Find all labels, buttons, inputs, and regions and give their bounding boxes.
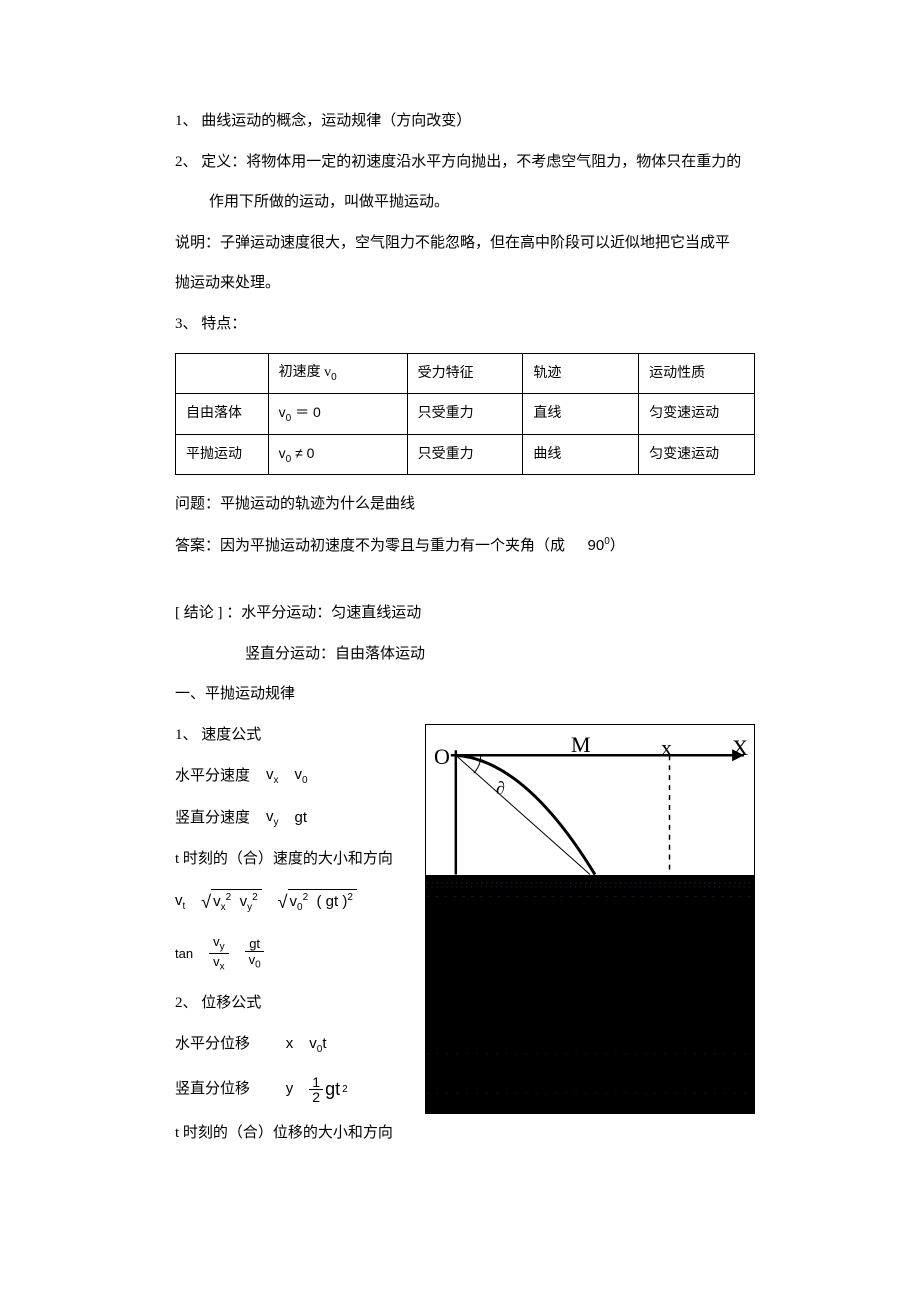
label-X: X [732, 731, 748, 764]
tan-formula: tan vy vx gt v0 [175, 934, 410, 974]
table-header-row: 初速度 v0 受力特征 轨迹 运动性质 [176, 354, 755, 394]
para-5: 3、 特点： [175, 313, 755, 336]
para-1: 1、 曲线运动的概念，运动规律（方向改变） [175, 110, 755, 133]
table-row: 自由落体 v0 ＝ 0 只受重力 直线 匀变速运动 [176, 393, 755, 434]
st-label: t 时刻的（合）位移的大小和方向 [175, 1122, 410, 1145]
sec-velocity: 1、 速度公式 [175, 724, 410, 747]
cell: 只受重力 [407, 393, 523, 434]
th-blank [176, 354, 269, 394]
vertical-velocity: 竖直分速度 vy gt [175, 806, 410, 830]
section-rules: 一、平抛运动规律 [175, 683, 755, 706]
label-M: M [571, 728, 591, 761]
th-v0: 初速度 v0 [268, 354, 407, 394]
cell: 平抛运动 [176, 434, 269, 475]
conclusion-1: [ 结论 ] ：水平分运动：匀速直线运动 [175, 602, 755, 625]
cell: 直线 [523, 393, 639, 434]
para-2b: 作用下所做的运动，叫做平抛运动。 [175, 191, 755, 214]
sec-displacement: 2、 位移公式 [175, 992, 410, 1015]
para-3: 说明：子弹运动速度很大，空气阻力不能忽略，但在高中阶段可以近似地把它当成平 [175, 232, 755, 255]
horizontal-velocity: 水平分速度 vx v0 [175, 764, 410, 788]
projectile-diagram: O M x X ∂ [425, 724, 755, 1114]
th-nature: 运动性质 [639, 354, 755, 394]
diagram-dark-region [426, 875, 754, 1113]
comparison-table: 初速度 v0 受力特征 轨迹 运动性质 自由落体 v0 ＝ 0 只受重力 直线 … [175, 353, 755, 475]
para-4: 抛运动来处理。 [175, 272, 755, 295]
cell: 自由落体 [176, 393, 269, 434]
th-traj: 轨迹 [523, 354, 639, 394]
label-angle: ∂ [496, 775, 505, 802]
formulas-column: 1、 速度公式 水平分速度 vx v0 竖直分速度 vy gt t 时刻的（合）… [175, 724, 410, 1144]
cell: 只受重力 [407, 434, 523, 475]
table-row: 平抛运动 v0 ≠ 0 只受重力 曲线 匀变速运动 [176, 434, 755, 475]
cell: 匀变速运动 [639, 393, 755, 434]
question: 问题：平抛运动的轨迹为什么是曲线 [175, 493, 755, 516]
label-O: O [434, 740, 450, 773]
cell: v0 ≠ 0 [268, 434, 407, 475]
cell: v0 ＝ 0 [268, 393, 407, 434]
diagram-column: O M x X ∂ [425, 724, 755, 1114]
conclusion-2: 竖直分运动：自由落体运动 [175, 643, 755, 666]
answer: 答案：因为平抛运动初速度不为零且与重力有一个夹角（成 900） [175, 534, 755, 558]
para-2a: 2、 定义：将物体用一定的初速度沿水平方向抛出，不考虑空气阻力，物体只在重力的 [175, 151, 755, 174]
th-force: 受力特征 [407, 354, 523, 394]
cell: 匀变速运动 [639, 434, 755, 475]
vt-formula: vt √ vx2 vy2 √ v02 ( gt )2 [175, 889, 410, 916]
vertical-displacement: 竖直分位移 y 12 gt2 [175, 1075, 410, 1104]
horizontal-displacement: 水平分位移 x v0t [175, 1033, 410, 1057]
vt-label: t 时刻的（合）速度的大小和方向 [175, 848, 410, 871]
label-x: x [661, 731, 672, 764]
cell: 曲线 [523, 434, 639, 475]
